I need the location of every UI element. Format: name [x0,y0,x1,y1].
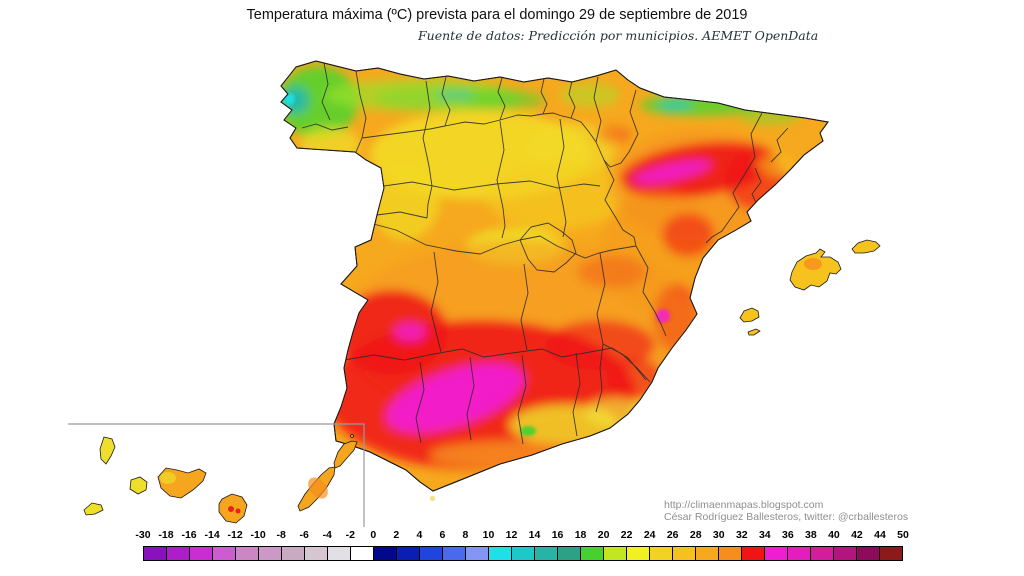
colorbar-label: 12 [505,529,518,541]
colorbar-label: 42 [851,529,863,541]
colorbar-cell [305,547,328,560]
canary-inset [68,423,365,527]
colorbar-cell [466,547,489,560]
colorbar-cell [604,547,627,560]
inset-box-border [68,423,365,527]
formentera-island [747,328,761,336]
colorbar [143,546,903,561]
data-source-subtitle: Fuente de datos: Predicción por municipi… [418,28,819,43]
la-palma-island [99,436,116,465]
colorbar-label: 24 [643,529,656,541]
colorbar-cell [190,547,213,560]
colorbar-cell [673,547,696,560]
colorbar-label: -6 [299,529,309,541]
lanzarote-island [333,440,358,469]
colorbar-label: 2 [393,529,400,541]
province-boundaries [301,62,789,445]
colorbar-cell [282,547,305,560]
balearic-islands [739,239,881,336]
colorbar-label: 36 [782,529,794,541]
ibiza-island [739,307,760,323]
colorbar-cell [742,547,765,560]
colorbar-label: 4 [416,529,423,541]
colorbar-label: 8 [462,529,469,541]
colorbar-label: 32 [735,529,748,541]
colorbar-cell [512,547,535,560]
colorbar-cell [374,547,397,560]
menorca-island [851,239,881,254]
colorbar-label: -30 [135,529,151,541]
colorbar-cell [811,547,834,560]
colorbar-cell [650,547,673,560]
colorbar-cell [765,547,788,560]
colorbar-cell [397,547,420,560]
attribution-url: http://climaenmapas.blogspot.com [664,499,824,511]
colorbar-label: 6 [439,529,446,541]
colorbar-label: 0 [370,529,377,541]
colorbar-label: 38 [805,529,817,541]
colorbar-label: 22 [620,529,633,541]
colorbar-cell [834,547,857,560]
la-gomera-island [129,476,148,495]
colorbar-cell [857,547,880,560]
colorbar-cell [443,547,466,560]
colorbar-cell [489,547,512,560]
colorbar-cell [696,547,719,560]
colorbar-label: 10 [482,529,495,541]
colorbar-cell [328,547,351,560]
colorbar-cell [788,547,811,560]
colorbar-cell [880,547,902,560]
colorbar-label: 16 [551,529,564,541]
peninsula-coastline [280,60,829,492]
page-title: Temperatura máxima (ºC) prevista para el… [246,7,748,23]
colorbar-label: 28 [689,529,702,541]
colorbar-cell [144,547,167,560]
colorbar-label: 30 [712,529,725,541]
map-artifact-dot [430,496,435,501]
attribution: http://climaenmapas.blogspot.com César R… [664,499,909,523]
colorbar-cell [351,547,374,560]
mainland-spain [280,60,829,492]
colorbar-cell [236,547,259,560]
la-graciosa-islet [350,434,354,438]
colorbar-label: 18 [574,529,587,541]
colorbar-label: -14 [204,529,220,541]
temperature-shading [281,62,800,491]
colorbar-cell [581,547,604,560]
colorbar-cell [558,547,581,560]
colorbar-cell [535,547,558,560]
colorbar-label: -8 [276,529,286,541]
colorbar-label: -10 [250,529,266,541]
colorbar-cell [167,547,190,560]
colorbar-cell [420,547,443,560]
colorbar-cell [627,547,650,560]
colorbar-label: -12 [227,529,243,541]
colorbar-label: 34 [758,529,771,541]
colorbar-cell [213,547,236,560]
colorbar-labels: -30 -18 -16 -14 -12 -10 -8 -6 -4 -2 0 2 4 6 8 10 12 14 16 1… [135,529,908,543]
colorbar-label: -4 [322,529,332,541]
colorbar-label: -18 [158,529,174,541]
colorbar-cell [259,547,282,560]
colorbar-label: 40 [828,529,840,541]
colorbar-label: 26 [666,529,679,541]
colorbar-label: 14 [528,529,541,541]
attribution-author: César Rodríguez Ballesteros, twitter: @c… [664,510,909,523]
colorbar-label: 44 [874,529,886,541]
el-hierro-island [83,502,104,516]
colorbar-label: 20 [597,529,610,541]
colorbar-cell [719,547,742,560]
colorbar-label: 50 [897,529,909,541]
colorbar-label: -2 [345,529,355,541]
colorbar-label: -16 [181,529,197,541]
